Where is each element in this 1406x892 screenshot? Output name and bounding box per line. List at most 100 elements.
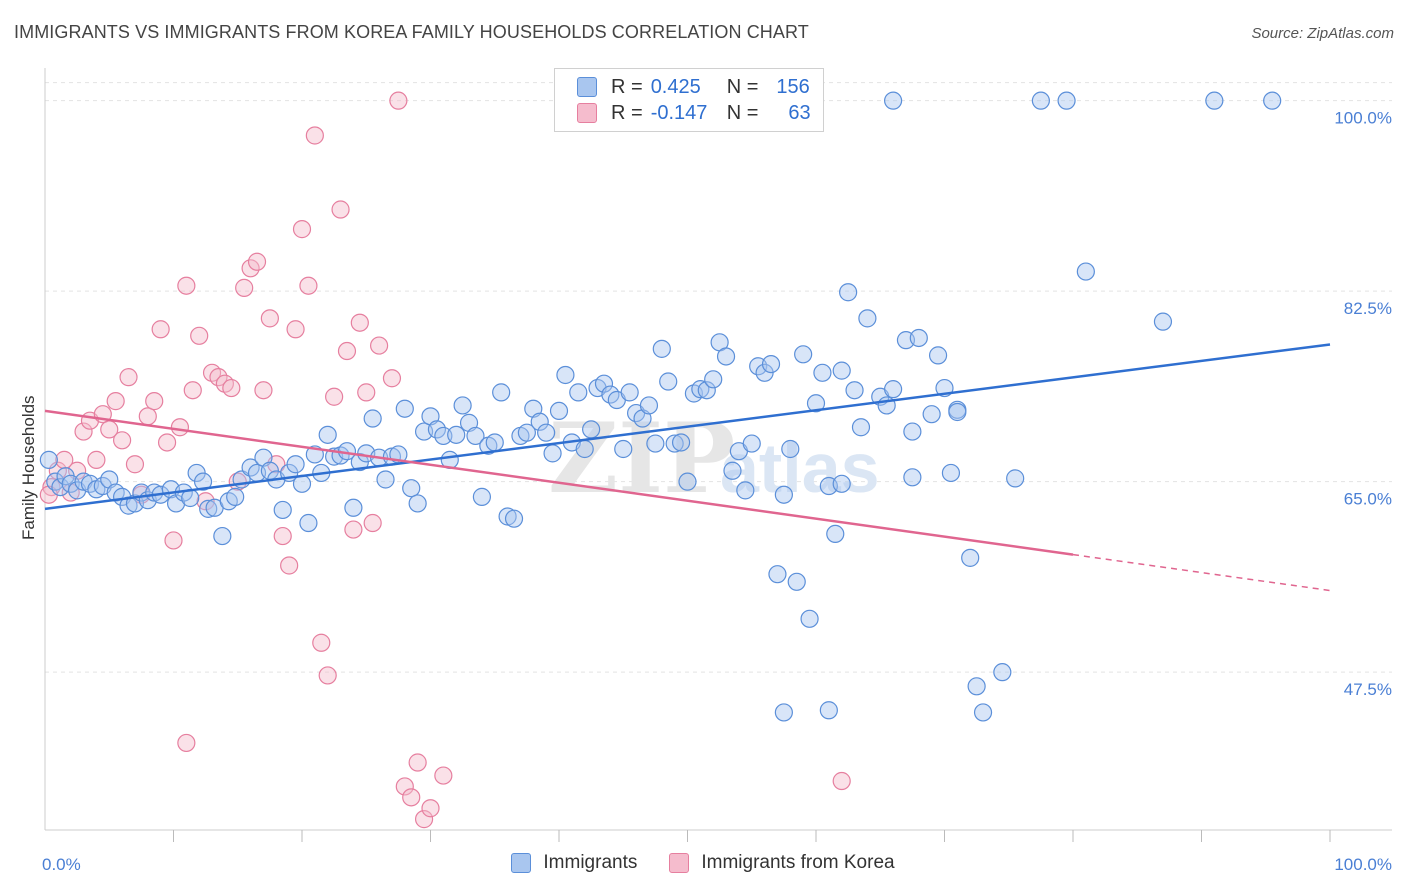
point-korea[interactable]: [337, 341, 357, 361]
point-immigrants[interactable]: [839, 283, 858, 302]
point-immigrants[interactable]: [993, 663, 1012, 682]
point-immigrants[interactable]: [781, 439, 800, 459]
point-korea[interactable]: [832, 771, 851, 791]
point-immigrants[interactable]: [395, 399, 414, 418]
point-immigrants[interactable]: [427, 420, 447, 439]
point-immigrants[interactable]: [691, 380, 710, 399]
point-immigrants[interactable]: [472, 487, 491, 506]
point-immigrants[interactable]: [485, 433, 504, 452]
point-immigrants[interactable]: [858, 309, 877, 328]
point-korea[interactable]: [106, 392, 125, 411]
point-immigrants[interactable]: [1076, 262, 1095, 281]
point-korea[interactable]: [177, 276, 196, 295]
point-immigrants[interactable]: [1006, 469, 1025, 488]
point-immigrants[interactable]: [543, 444, 562, 463]
point-immigrants[interactable]: [453, 396, 472, 415]
point-immigrants[interactable]: [569, 383, 588, 402]
point-immigrants[interactable]: [213, 526, 232, 546]
point-immigrants[interactable]: [620, 383, 639, 402]
point-immigrants[interactable]: [492, 383, 511, 402]
point-immigrants[interactable]: [659, 372, 678, 391]
point-immigrants[interactable]: [1153, 312, 1173, 331]
point-korea[interactable]: [325, 387, 344, 406]
point-immigrants[interactable]: [273, 500, 292, 520]
point-korea[interactable]: [151, 320, 170, 339]
point-korea[interactable]: [344, 520, 363, 539]
point-immigrants[interactable]: [922, 405, 941, 424]
point-immigrants[interactable]: [851, 418, 871, 437]
point-immigrants[interactable]: [1031, 91, 1050, 110]
point-immigrants[interactable]: [1057, 91, 1076, 110]
point-korea[interactable]: [190, 326, 209, 345]
point-immigrants[interactable]: [517, 423, 536, 442]
bottom-legend-korea[interactable]: Immigrants from Korea: [669, 852, 895, 874]
point-korea[interactable]: [395, 777, 414, 796]
point-korea[interactable]: [286, 320, 305, 339]
point-immigrants[interactable]: [787, 572, 806, 591]
point-immigrants[interactable]: [742, 434, 761, 453]
point-immigrants[interactable]: [434, 426, 453, 446]
point-immigrants[interactable]: [665, 434, 684, 453]
point-korea[interactable]: [222, 378, 241, 398]
point-immigrants[interactable]: [549, 401, 569, 420]
point-korea[interactable]: [74, 422, 93, 441]
point-immigrants[interactable]: [941, 463, 961, 483]
point-korea[interactable]: [241, 259, 260, 278]
point-korea[interactable]: [170, 418, 190, 437]
point-immigrants[interactable]: [967, 677, 986, 696]
point-korea[interactable]: [312, 633, 331, 652]
point-immigrants[interactable]: [39, 450, 58, 469]
point-korea[interactable]: [273, 526, 292, 546]
point-immigrants[interactable]: [447, 425, 466, 444]
point-immigrants[interactable]: [199, 499, 218, 518]
point-immigrants[interactable]: [909, 328, 928, 348]
point-korea[interactable]: [235, 278, 254, 297]
point-korea[interactable]: [164, 531, 183, 550]
point-immigrants[interactable]: [652, 339, 671, 358]
point-korea[interactable]: [292, 220, 312, 239]
point-immigrants[interactable]: [614, 439, 633, 459]
point-immigrants[interactable]: [466, 426, 485, 446]
point-korea[interactable]: [434, 766, 453, 785]
point-korea[interactable]: [125, 455, 145, 474]
point-immigrants[interactable]: [575, 439, 594, 459]
point-immigrants[interactable]: [193, 472, 213, 491]
point-immigrants[interactable]: [639, 396, 659, 415]
point-immigrants[interactable]: [537, 423, 556, 442]
point-immigrants[interactable]: [299, 513, 318, 533]
point-immigrants[interactable]: [774, 485, 793, 504]
point-korea[interactable]: [421, 799, 440, 818]
point-immigrants[interactable]: [736, 481, 755, 500]
point-immigrants[interactable]: [883, 91, 903, 110]
point-immigrants[interactable]: [402, 479, 421, 498]
point-immigrants[interactable]: [344, 498, 363, 517]
point-korea[interactable]: [112, 431, 132, 450]
point-immigrants[interactable]: [716, 347, 736, 366]
point-immigrants[interactable]: [832, 361, 851, 380]
point-immigrants[interactable]: [961, 548, 980, 567]
point-korea[interactable]: [299, 276, 318, 295]
point-korea[interactable]: [157, 433, 177, 452]
point-korea[interactable]: [145, 392, 164, 411]
point-korea[interactable]: [280, 556, 299, 575]
point-immigrants[interactable]: [832, 474, 851, 493]
point-korea[interactable]: [305, 126, 324, 145]
point-immigrants[interactable]: [813, 363, 832, 382]
point-korea[interactable]: [260, 309, 279, 328]
point-korea[interactable]: [177, 733, 196, 753]
point-immigrants[interactable]: [530, 412, 549, 431]
bottom-legend-immigrants[interactable]: Immigrants: [511, 852, 637, 874]
point-korea[interactable]: [363, 513, 382, 533]
point-korea[interactable]: [402, 788, 421, 807]
point-immigrants[interactable]: [723, 461, 742, 480]
point-korea[interactable]: [183, 381, 202, 400]
point-immigrants[interactable]: [973, 703, 993, 722]
point-immigrants[interactable]: [697, 381, 716, 400]
point-immigrants[interactable]: [582, 420, 601, 439]
point-korea[interactable]: [408, 753, 427, 772]
point-immigrants[interactable]: [903, 468, 922, 487]
point-immigrants[interactable]: [903, 422, 922, 441]
point-immigrants[interactable]: [1205, 91, 1224, 110]
point-immigrants[interactable]: [504, 509, 524, 528]
point-korea[interactable]: [389, 91, 408, 110]
